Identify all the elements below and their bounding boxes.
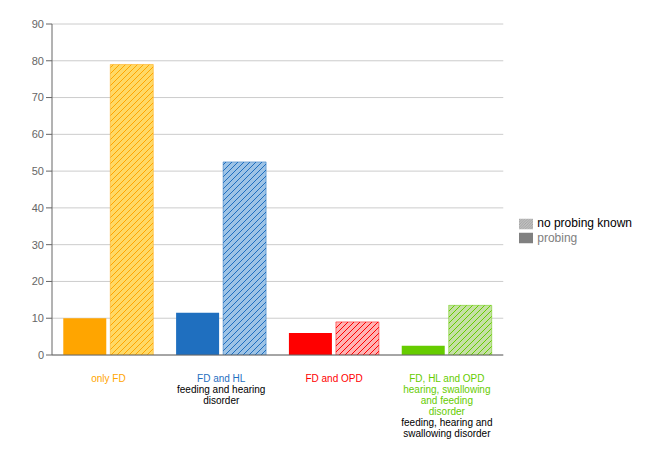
svg-text:20: 20 xyxy=(32,275,44,287)
svg-text:swallowing disorder: swallowing disorder xyxy=(403,428,491,439)
svg-text:feeding and hearing: feeding and hearing xyxy=(177,384,265,395)
svg-text:feeding, hearing and: feeding, hearing and xyxy=(401,417,492,428)
svg-text:FD, HL and OPD: FD, HL and OPD xyxy=(409,373,484,384)
svg-text:and feeding: and feeding xyxy=(421,395,473,406)
svg-text:60: 60 xyxy=(32,128,44,140)
html-text:no probing known: no probing known xyxy=(537,215,632,230)
svg-text:80: 80 xyxy=(32,55,44,67)
svg-text:40: 40 xyxy=(32,202,44,214)
svg-text:hearing, swallowing: hearing, swallowing xyxy=(403,384,490,395)
svg-text:only FD: only FD xyxy=(91,373,125,384)
html-text:probing: probing xyxy=(537,230,578,245)
svg-text:70: 70 xyxy=(32,91,44,103)
svg-text:30: 30 xyxy=(32,239,44,251)
svg-text:10: 10 xyxy=(32,312,44,324)
svg-text:disorder: disorder xyxy=(203,395,240,406)
svg-text:disorder: disorder xyxy=(429,406,466,417)
svg-text:90: 90 xyxy=(32,18,44,30)
svg-text:FD and HL: FD and HL xyxy=(197,373,246,384)
svg-text:50: 50 xyxy=(32,165,44,177)
svg-text:FD and OPD: FD and OPD xyxy=(305,373,362,384)
svg-text:0: 0 xyxy=(38,349,44,361)
